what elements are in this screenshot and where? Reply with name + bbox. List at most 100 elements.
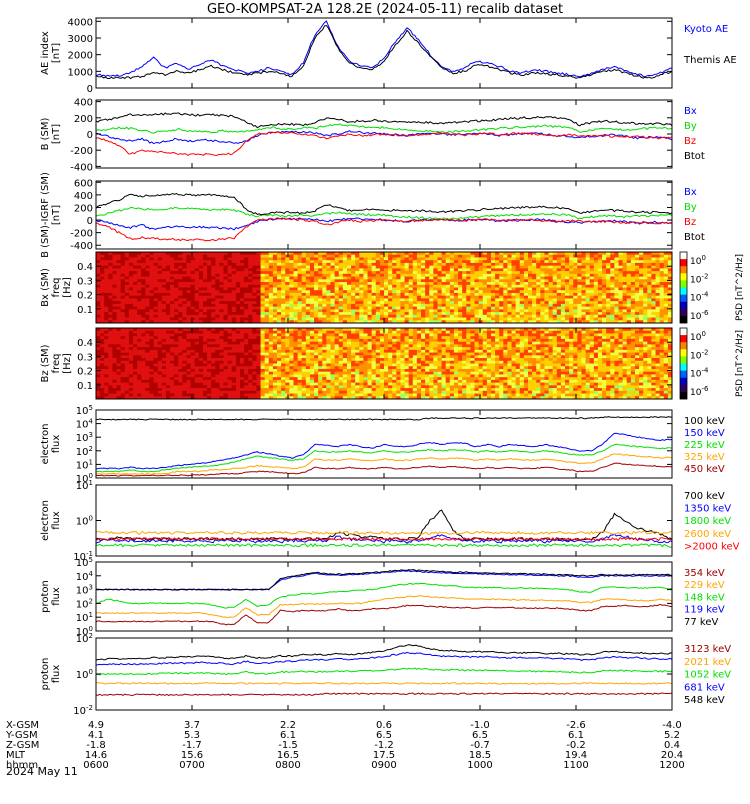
colorbar-tick-label: 10-2	[690, 348, 708, 361]
legend-label: 3123 keV	[684, 644, 731, 655]
x-axis-row-value: 1000	[467, 760, 492, 771]
legend-label: Bz	[684, 136, 696, 147]
plot-area	[96, 113, 672, 155]
y-tick-label: -200	[70, 229, 93, 240]
series-line-354keV	[96, 604, 672, 625]
legend-label: 1052 keV	[684, 670, 731, 681]
y-tick-label: 2000	[68, 51, 93, 62]
y-tick-label: 104	[76, 570, 94, 583]
legend-label: 100 keV	[684, 416, 725, 427]
series-line-ThemisAE	[96, 26, 672, 79]
series-line-Bz	[96, 218, 672, 241]
y-tick-label: 101	[76, 479, 93, 492]
y-tick-label: 0.4	[77, 262, 93, 273]
x-axis-row-value: 1200	[659, 760, 684, 771]
colorbar-segment	[680, 288, 687, 295]
y-tick-label: 1000	[68, 67, 93, 78]
legend-label: 325 keV	[684, 452, 725, 463]
y-tick-label: 103	[76, 431, 93, 444]
series-line-Btot	[96, 194, 672, 215]
colorbar-segment	[680, 280, 687, 287]
y-tick-label: 4000	[68, 17, 93, 28]
x-axis-row-value: 0600	[83, 760, 108, 771]
y-tick-label: 105	[76, 556, 93, 569]
y-axis-label: freq	[51, 278, 62, 298]
y-tick-label: 3000	[68, 34, 93, 45]
colorbar-tick-label: 10-4	[690, 367, 709, 380]
legend-label: 150 keV	[684, 428, 725, 439]
legend-label: By	[684, 202, 697, 213]
y-tick-label: -200	[70, 146, 93, 157]
y-axis-label: flux	[51, 435, 62, 454]
legend-label: 1350 keV	[684, 504, 731, 515]
spectrogram	[96, 328, 672, 399]
series-line-1052keV	[96, 668, 672, 675]
series-line-229keV	[96, 596, 672, 618]
y-tick-label: 101	[76, 458, 93, 471]
y-tick-label: 400	[74, 191, 93, 202]
panel-frame	[96, 100, 672, 168]
y-tick-label: 0.4	[77, 338, 93, 349]
y-axis-label: B (SM)	[40, 117, 51, 150]
y-axis-label: AE index	[40, 31, 51, 75]
y-tick-label: 100	[76, 515, 93, 528]
colorbar-segment	[680, 392, 687, 399]
y-axis-label: [nT]	[51, 43, 62, 63]
y-axis-label: Bz (SM)	[40, 344, 51, 382]
colorbar-segment	[680, 252, 687, 259]
colorbar-segment	[680, 335, 687, 342]
y-tick-label: -400	[70, 241, 93, 252]
colorbar-tick-label: 100	[690, 254, 706, 267]
legend-label: 2021 keV	[684, 657, 731, 668]
series-line-1800keV	[96, 544, 672, 548]
legend-label: 225 keV	[684, 440, 725, 451]
y-axis-label: Bx (SM)	[40, 268, 51, 307]
colorbar-segment	[680, 356, 687, 363]
colorbar-segment	[680, 295, 687, 302]
colorbar-segment	[680, 342, 687, 349]
y-axis-label: flux	[51, 665, 62, 684]
colorbar-segment	[680, 266, 687, 273]
y-tick-label: 200	[74, 114, 93, 125]
panel-1: Kyoto AE Themis AE 0 1000 2000 3000 4000 AE ind…	[40, 17, 737, 95]
y-tick-label: 0.3	[77, 276, 93, 287]
plot-area	[96, 570, 672, 625]
y-axis-label: [nT]	[51, 124, 62, 144]
plot-area	[96, 417, 672, 477]
legend-label: 2600 keV	[684, 529, 731, 540]
spectrogram	[96, 252, 672, 323]
legend-label: Bx	[684, 106, 697, 117]
legend-label: Kyoto AE	[684, 24, 728, 35]
y-tick-label: 101	[76, 611, 93, 624]
legend-label: Bz	[684, 217, 696, 228]
colorbar-segment	[680, 364, 687, 371]
series-line-By	[96, 124, 672, 133]
series-line-By	[96, 207, 672, 219]
legend-label: 681 keV	[684, 682, 725, 693]
legend-label: 548 keV	[684, 695, 725, 706]
panel-frame	[96, 638, 672, 710]
y-axis-label: electron	[40, 500, 51, 541]
y-tick-label: 400	[74, 98, 93, 109]
y-axis-label: [Hz]	[62, 353, 73, 374]
series-line-2021keV	[96, 683, 672, 684]
y-tick-label: 102	[76, 632, 93, 645]
y-tick-label: 600	[74, 178, 93, 189]
y-tick-label: 102	[76, 445, 93, 458]
series-line-Bx	[96, 131, 672, 144]
series-line-Bz	[96, 132, 672, 156]
y-tick-label: 0	[87, 216, 93, 227]
y-tick-label: 0	[87, 84, 93, 95]
y-tick-label: 0.2	[77, 291, 93, 302]
legend-label: Themis AE	[683, 55, 737, 66]
colorbar-segment	[680, 259, 687, 266]
panel-frame	[96, 18, 672, 88]
series-line-3123keV	[96, 693, 672, 696]
colorbar-segment	[680, 316, 687, 323]
